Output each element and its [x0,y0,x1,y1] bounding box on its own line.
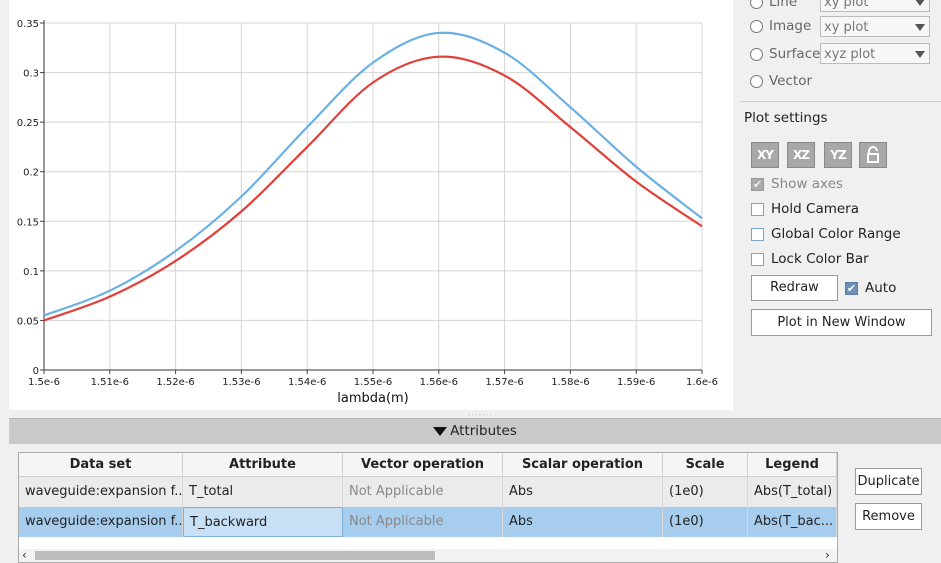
plot-type-vector[interactable]: Vector [750,69,812,93]
table-cell[interactable]: waveguide:expansion f... [19,507,183,537]
table-cell[interactable]: T_total [183,477,343,507]
plot-settings-title: Plot settings [744,110,828,126]
right-panel: Line xy plot Image xy plot Surface xyz p… [740,0,941,412]
plot-area[interactable]: 1.5e-6 1.51e-6 1.52e-6 1.53e-6 1.54e-6 1.55e-… [9,0,733,410]
collapse-triangle-icon[interactable] [433,426,448,436]
column-header[interactable]: Attribute [183,453,343,477]
radio-icon[interactable] [750,19,763,33]
lock-icon[interactable] [859,142,887,168]
show-axes-label: Show axes [771,176,843,192]
y-tick-label: 0.05 [17,316,39,327]
y-tick-label: 0 [33,366,39,377]
plot-type-surface[interactable]: Surface [750,42,820,66]
splitter-handle[interactable]: ······· [468,411,493,420]
remove-button[interactable]: Remove [855,503,922,530]
column-header[interactable]: Scalar operation [503,453,663,477]
x-tick-label: 1.56e-6 [420,377,458,388]
table-cell[interactable]: (1e0) [663,507,748,537]
radio-icon[interactable] [750,0,763,9]
x-tick-label: 1.6e-6 [686,377,718,388]
checkbox-icon[interactable] [751,202,764,216]
radio-icon[interactable] [750,47,763,61]
global-color-range-checkbox[interactable]: Global Color Range [751,224,901,244]
column-header[interactable]: Legend [748,453,837,477]
chevron-right-icon[interactable]: › [825,548,830,562]
series-line-2 [43,55,703,322]
show-axes-checkbox[interactable]: ✔ Show axes [751,174,843,194]
check-icon: ✔ [751,177,764,191]
chevron-down-icon [915,51,925,58]
column-header[interactable]: Data set [19,453,183,477]
x-axis-label: lambda(m) [337,391,409,406]
table-cell[interactable]: Not Applicable [343,507,503,537]
column-header[interactable]: Vector operation [343,453,503,477]
x-tick-label: 1.5e-6 [28,377,60,388]
x-tick-label: 1.52e-6 [156,377,194,388]
duplicate-button[interactable]: Duplicate [855,468,922,495]
x-tick-label: 1.53e-6 [222,377,260,388]
table-cell[interactable]: T_backward [183,507,343,537]
y-tick-label: 0.3 [23,69,39,80]
auto-checkbox[interactable]: ✔ Auto [845,278,896,298]
plot-settings-group: Plot settings XY XZ YZ ✔ Show axes Hold C… [740,101,941,348]
table-cell[interactable]: (1e0) [663,477,748,507]
chevron-left-icon[interactable]: ‹ [22,548,27,562]
chevron-down-icon [915,24,925,31]
table-cell[interactable]: Abs [503,477,663,507]
radio-icon[interactable] [750,74,763,88]
surface-plot-combo[interactable]: xyz plot [820,43,930,64]
plot-type-image[interactable]: Image [750,14,811,38]
line-plot-combo[interactable]: xy plot [820,0,930,12]
x-tick-label: 1.51e-6 [91,377,129,388]
check-icon[interactable]: ✔ [845,281,858,295]
table-row[interactable]: waveguide:expansion f... T_backward Not … [19,507,837,537]
plot-type-label: Image [769,18,812,34]
x-tick-label: 1.59e-6 [617,377,655,388]
view-xz-icon[interactable]: XZ [787,142,815,168]
hold-camera-label: Hold Camera [771,201,860,217]
view-yz-icon[interactable]: YZ [824,142,852,168]
lock-color-bar-checkbox[interactable]: Lock Color Bar [751,249,869,269]
horizontal-scrollbar[interactable]: ‹ › [19,549,837,562]
attributes-title: Attributes [450,423,517,439]
plot-type-line[interactable]: Line [750,0,797,14]
plot-in-new-window-button[interactable]: Plot in New Window [751,309,932,336]
view-xy-icon[interactable]: XY [751,142,779,168]
redraw-button[interactable]: Redraw [751,275,838,301]
table-cell[interactable]: Abs(T_bac... [748,507,837,537]
table-cell[interactable]: Not Applicable [343,477,503,507]
table-cell[interactable]: Abs [503,507,663,537]
plot-type-label: Vector [769,73,813,89]
chevron-down-icon [915,0,925,6]
x-tick-label: 1.55e-6 [354,377,392,388]
table-cell[interactable]: Abs(T_total) [748,477,837,507]
x-tick-label: 1.57e-6 [485,377,523,388]
auto-label: Auto [865,280,897,296]
table-row[interactable]: waveguide:expansion f... T_total Not App… [19,477,837,507]
y-tick-label: 0.15 [17,217,39,228]
checkbox-icon[interactable] [751,252,764,266]
scrollbar-thumb[interactable] [35,551,435,560]
x-tick-label: 1.58e-6 [551,377,589,388]
line-chart: 1.5e-6 1.51e-6 1.52e-6 1.53e-6 1.54e-6 1.55e-… [17,19,718,406]
lock-color-bar-label: Lock Color Bar [771,251,869,267]
checkbox-icon[interactable] [751,227,764,241]
attributes-panel-header[interactable]: Attributes [9,418,941,444]
y-tick-label: 0.2 [23,168,39,179]
attributes-table: Data set Attribute Vector operation Scal… [18,452,838,563]
global-color-range-label: Global Color Range [771,226,901,242]
table-cell[interactable]: waveguide:expansion f... [19,477,183,507]
column-header[interactable]: Scale [663,453,748,477]
y-tick-label: 0.25 [17,118,39,129]
y-tick-label: 0.35 [17,19,39,30]
plot-type-label: Line [769,0,798,10]
plot-type-label: Surface [769,46,821,62]
image-plot-combo[interactable]: xy plot [820,16,930,37]
y-tick-label: 0.1 [23,267,39,278]
hold-camera-checkbox[interactable]: Hold Camera [751,199,859,219]
series-line-1 [43,31,703,317]
x-tick-label: 1.54e-6 [288,377,326,388]
